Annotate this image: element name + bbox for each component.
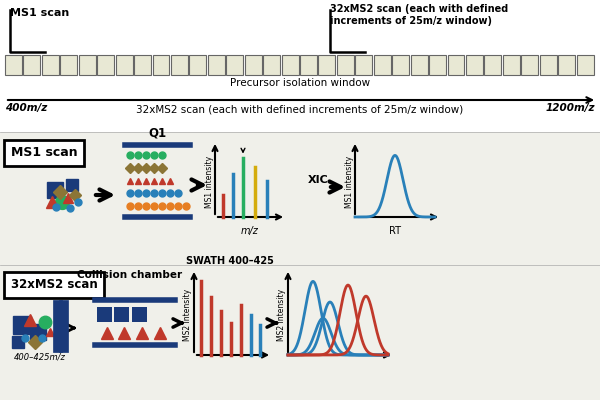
- Bar: [521, 55, 538, 75]
- Bar: [0, 0, 600, 132]
- Text: 32xMS2 scan: 32xMS2 scan: [11, 278, 97, 292]
- Bar: [355, 55, 372, 75]
- Bar: [319, 55, 335, 75]
- Text: MS1 intensity: MS1 intensity: [205, 156, 214, 208]
- Bar: [97, 55, 114, 75]
- Bar: [245, 55, 262, 75]
- Bar: [23, 55, 40, 75]
- Bar: [132, 307, 147, 322]
- Text: 400m/z: 400m/z: [5, 103, 47, 113]
- Text: MS1 intensity: MS1 intensity: [344, 156, 353, 208]
- Bar: [539, 55, 557, 75]
- Bar: [484, 55, 502, 75]
- Bar: [263, 55, 280, 75]
- FancyBboxPatch shape: [4, 272, 104, 298]
- Bar: [466, 55, 483, 75]
- Bar: [152, 55, 169, 75]
- Bar: [410, 55, 428, 75]
- Bar: [374, 55, 391, 75]
- Text: SWATH 400–425: SWATH 400–425: [186, 256, 274, 266]
- Bar: [61, 55, 77, 75]
- Bar: [577, 55, 593, 75]
- Bar: [558, 55, 575, 75]
- Bar: [300, 55, 317, 75]
- Text: MS2 intensity: MS2 intensity: [277, 289, 286, 341]
- Bar: [42, 55, 59, 75]
- Text: 1200m/z: 1200m/z: [545, 103, 595, 113]
- Bar: [79, 55, 95, 75]
- Text: RT: RT: [389, 226, 401, 236]
- Text: m/z: m/z: [241, 226, 259, 236]
- Bar: [171, 55, 188, 75]
- Text: Precursor isolation window: Precursor isolation window: [230, 78, 370, 88]
- Text: Collision chamber: Collision chamber: [77, 270, 182, 280]
- Bar: [5, 55, 22, 75]
- Bar: [392, 55, 409, 75]
- Bar: [503, 55, 520, 75]
- Bar: [208, 55, 225, 75]
- Text: MS1 scan: MS1 scan: [11, 146, 77, 160]
- Text: XIC: XIC: [308, 175, 328, 185]
- Bar: [429, 55, 446, 75]
- Bar: [448, 55, 464, 75]
- Bar: [116, 55, 133, 75]
- Bar: [190, 55, 206, 75]
- Text: Q1: Q1: [148, 127, 167, 140]
- Bar: [114, 307, 129, 322]
- Text: MS1 scan: MS1 scan: [10, 8, 69, 18]
- Bar: [97, 307, 112, 322]
- Text: 32xMS2 scan (each with defined
increments of 25m/z window): 32xMS2 scan (each with defined increment…: [330, 4, 508, 26]
- Bar: [281, 55, 299, 75]
- Text: MS2 intensity: MS2 intensity: [182, 289, 191, 341]
- Bar: [226, 55, 243, 75]
- Bar: [337, 55, 354, 75]
- FancyBboxPatch shape: [4, 140, 84, 166]
- Text: 32xMS2 scan (each with defined increments of 25m/z window): 32xMS2 scan (each with defined increment…: [136, 104, 464, 114]
- Bar: [134, 55, 151, 75]
- Text: 400–425m/z: 400–425m/z: [14, 352, 66, 361]
